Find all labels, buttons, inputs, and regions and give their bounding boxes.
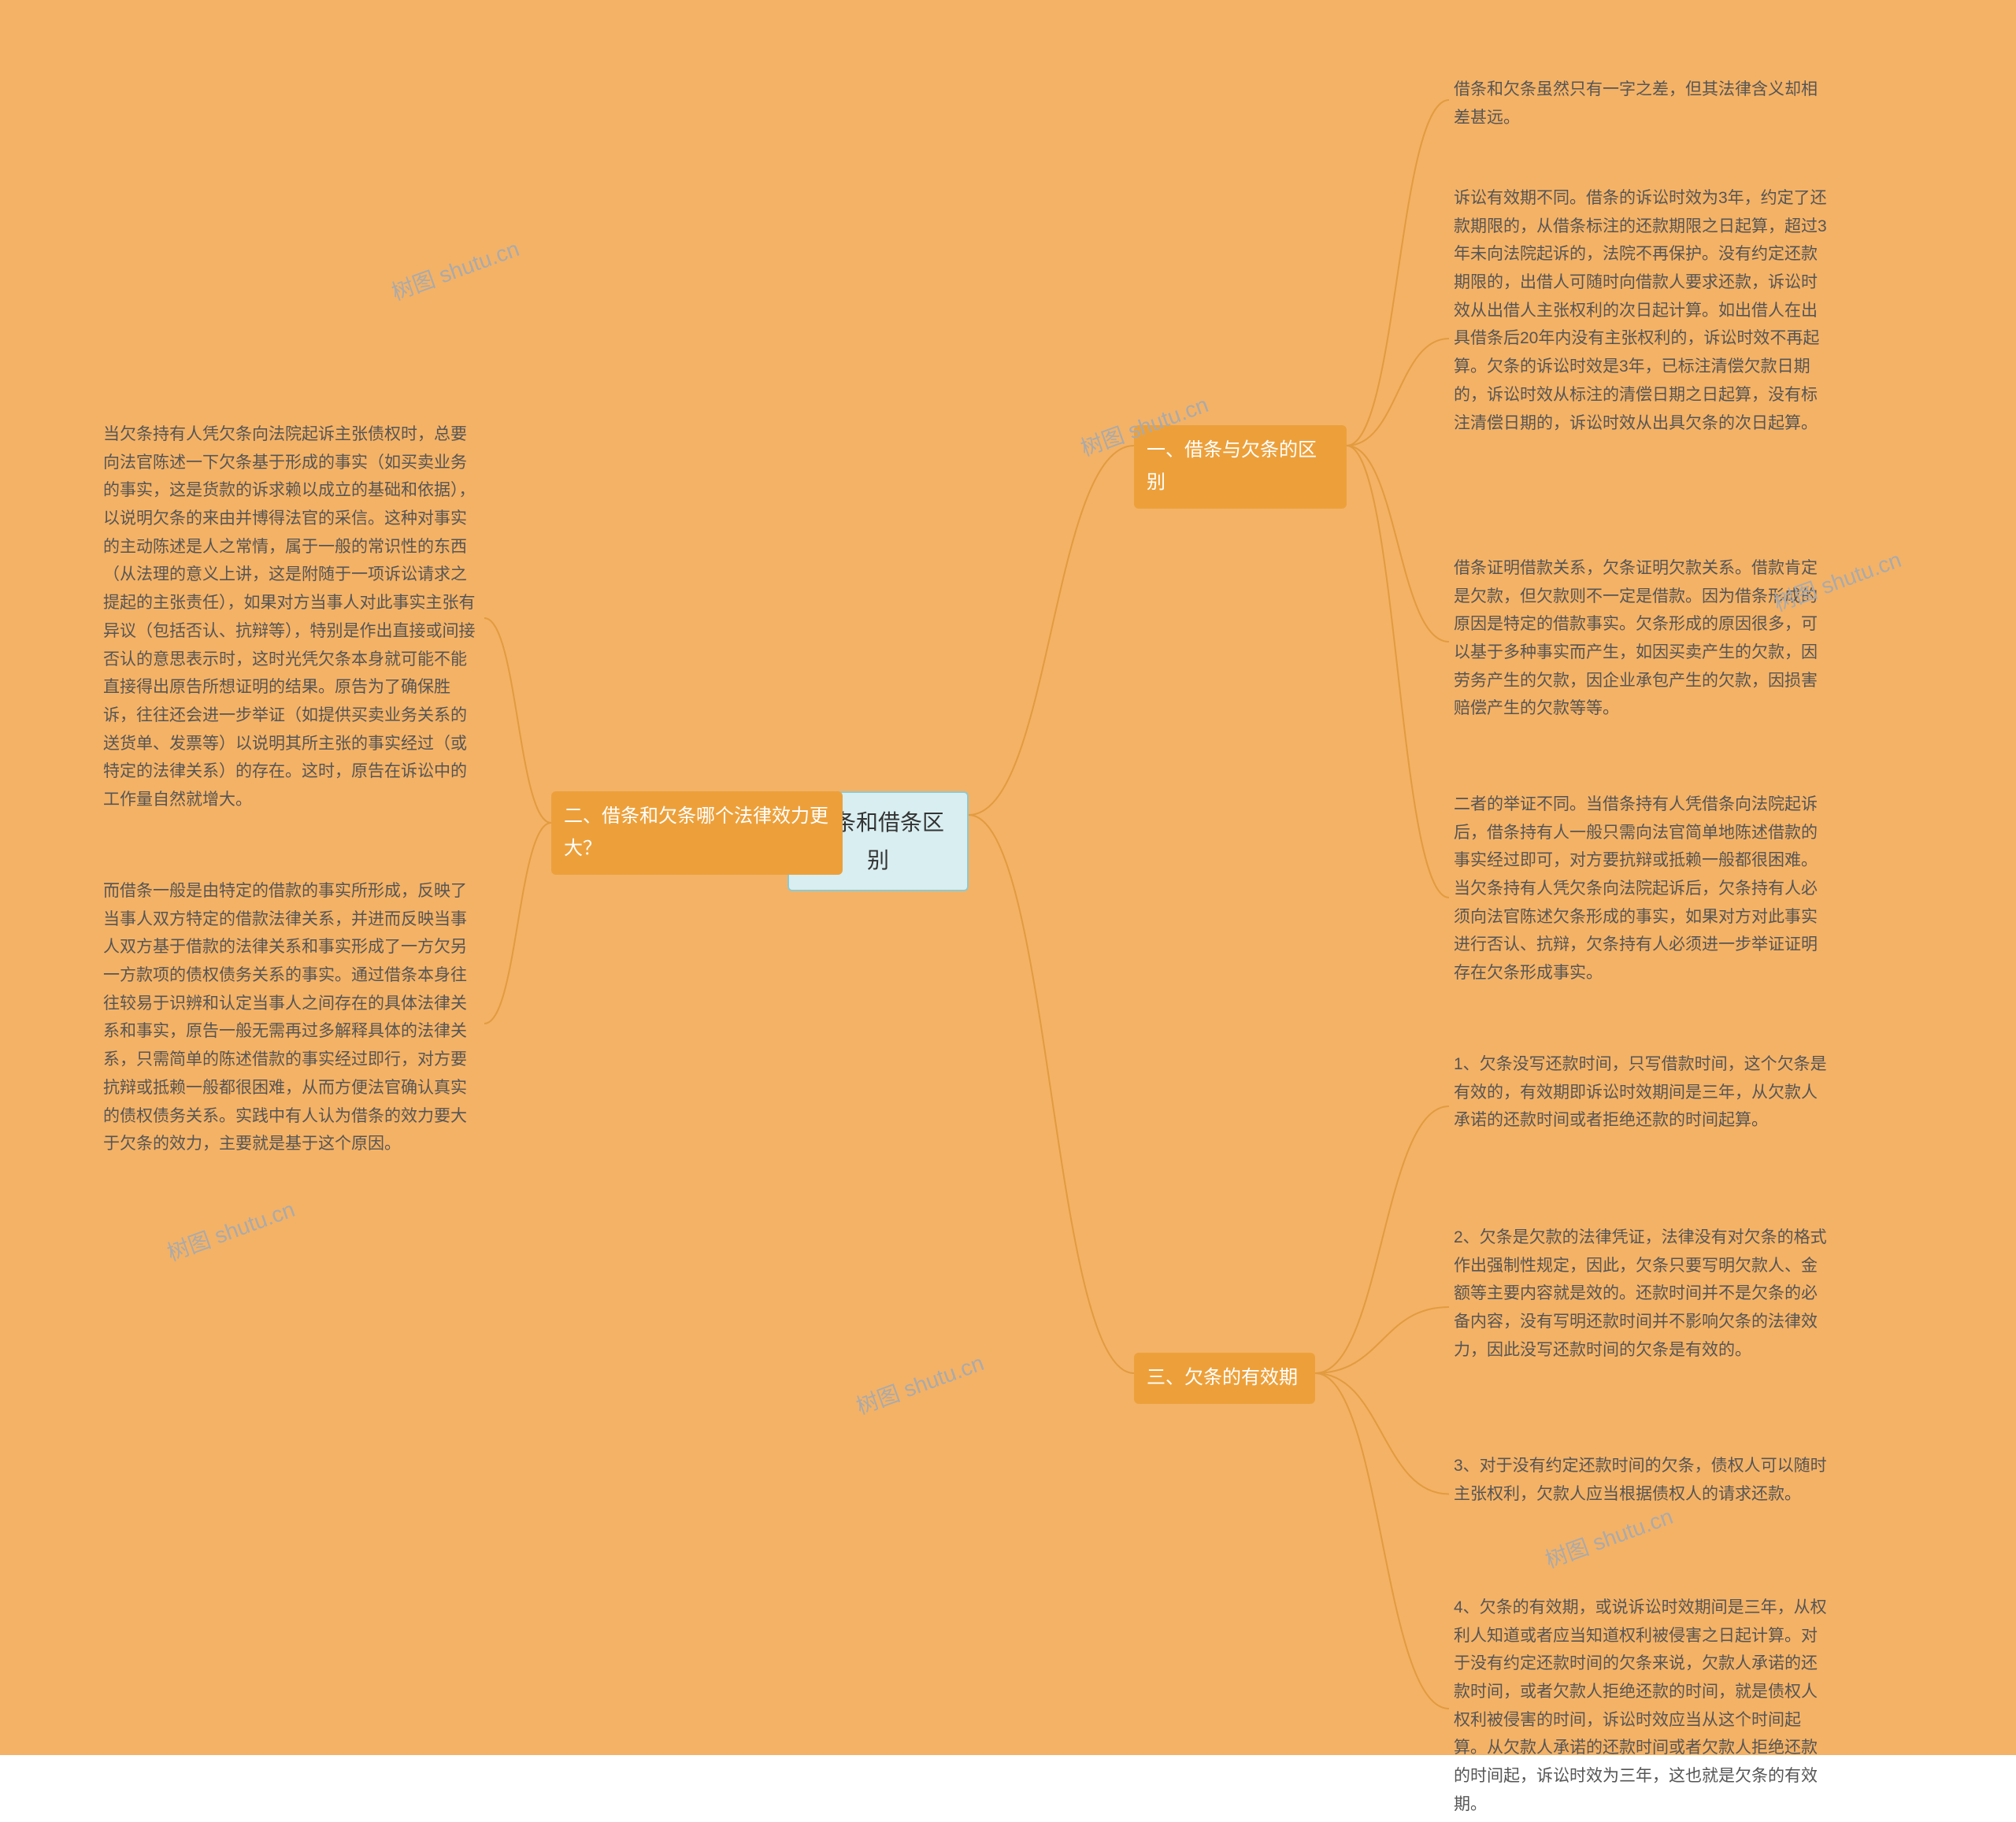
watermark: 树图 shutu.cn [387, 231, 523, 307]
branch-b3: 三、欠条的有效期 [1134, 1353, 1315, 1404]
branch-b2: 二、借条和欠条哪个法律效力更大？ [551, 791, 843, 875]
leaf-b1-1: 诉讼有效期不同。借条的诉讼时效为3年，约定了还款期限的，从借条标注的还款期限之日… [1449, 181, 1835, 440]
leaf-b3-0: 1、欠条没写还款时间，只写借款时间，这个欠条是有效的，有效期即诉讼时效期间是三年… [1449, 1047, 1835, 1138]
leaf-b2-0: 当欠条持有人凭欠条向法院起诉主张债权时，总要向法官陈述一下欠条基于形成的事实（如… [98, 417, 484, 817]
watermark: 树图 shutu.cn [851, 1346, 988, 1421]
mindmap-canvas: 欠条和借条区别一、借条与欠条的区别借条和欠条虽然只有一字之差，但其法律含义却相差… [0, 0, 2016, 1755]
leaf-b1-0: 借条和欠条虽然只有一字之差，但其法律含义却相差甚远。 [1449, 72, 1835, 135]
leaf-b2-1: 而借条一般是由特定的借款的事实所形成，反映了当事人双方特定的借款法律关系，并进而… [98, 874, 484, 1161]
leaf-b1-2: 借条证明借款关系，欠条证明欠款关系。借款肯定是欠款，但欠款则不一定是借款。因为借… [1449, 551, 1835, 726]
leaf-b1-3: 二者的举证不同。当借条持有人凭借条向法院起诉后，借条持有人一般只需向法官简单地陈… [1449, 787, 1835, 991]
leaf-b3-2: 3、对于没有约定还款时间的欠条，债权人可以随时主张权利，欠款人应当根据债权人的请… [1449, 1449, 1835, 1511]
leaf-b3-1: 2、欠条是欠款的法律凭证，法律没有对欠条的格式作出强制性规定，因此，欠条只要写明… [1449, 1220, 1835, 1367]
watermark: 树图 shutu.cn [162, 1192, 298, 1268]
branch-b1: 一、借条与欠条的区别 [1134, 425, 1347, 509]
leaf-b3-3: 4、欠条的有效期，或说诉讼时效期间是三年，从权利人知道或者应当知道权利被侵害之日… [1449, 1591, 1835, 1822]
